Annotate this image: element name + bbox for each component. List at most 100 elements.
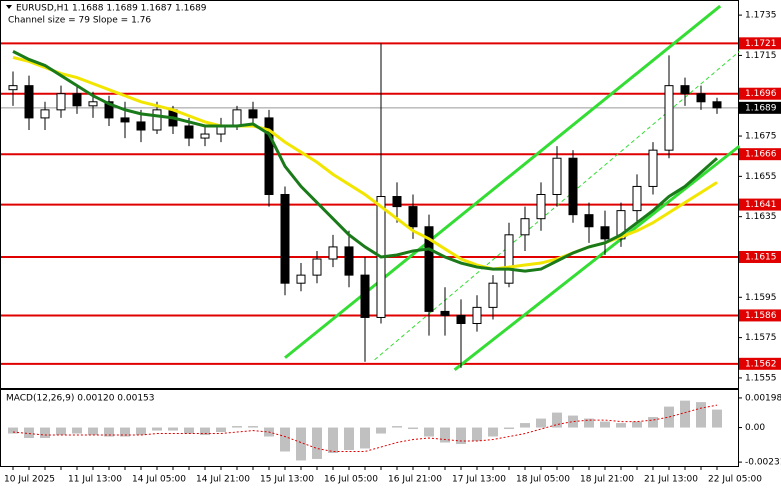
candle-body — [488, 282, 498, 308]
macd-bar — [616, 423, 626, 428]
chart-title: EURUSD,H1 1.1688 1.1689 1.1687 1.1689 — [16, 4, 207, 14]
level-label: 1.1696 — [745, 89, 777, 99]
candle-body — [264, 117, 274, 195]
macd-bar — [168, 427, 178, 431]
menu-arrow[interactable] — [6, 5, 12, 9]
candle-body — [104, 101, 114, 119]
macd-bar — [8, 427, 18, 434]
x-tick-label: 14 Jul 05:00 — [132, 475, 186, 485]
candle-body — [408, 206, 418, 228]
level-label-box — [739, 148, 781, 161]
candle-body — [424, 226, 434, 312]
macd-bar — [488, 427, 498, 437]
y-tick-label: 1.1575 — [745, 333, 777, 343]
candle-body — [328, 246, 338, 260]
candle-body — [232, 109, 242, 127]
macd-bar — [328, 427, 338, 453]
x-tick-label: 22 Jul 05:00 — [708, 475, 762, 485]
candle-body — [648, 149, 658, 187]
macd-bar — [552, 412, 562, 428]
y-tick-label: 1.1735 — [745, 11, 777, 21]
candle-body — [56, 93, 66, 111]
y-tick-label: 0.00198 — [745, 393, 781, 403]
x-tick-label: 14 Jul 21:00 — [196, 475, 250, 485]
candle-body — [200, 133, 210, 139]
y-tick-label: 1.1675 — [745, 132, 777, 142]
signal-line — [12, 404, 718, 452]
candle-body — [72, 93, 82, 107]
macd-bar — [72, 427, 82, 434]
candle-body — [296, 274, 306, 284]
macd-bar — [504, 427, 514, 430]
y-tick-label: 1.1715 — [745, 51, 777, 61]
candle-body — [344, 246, 354, 276]
macd-bar — [200, 427, 210, 436]
macd-bar — [456, 427, 466, 445]
x-tick-label: 18 Jul 21:00 — [580, 475, 634, 485]
candle-body — [600, 226, 610, 240]
candle-body — [8, 85, 18, 91]
level-label-box — [739, 250, 781, 263]
macd-bar — [520, 423, 530, 428]
macd-bar — [184, 427, 194, 434]
x-tick-label: 15 Jul 13:00 — [260, 475, 314, 485]
macd-bar — [360, 427, 370, 449]
macd-bar — [472, 427, 482, 442]
y-tick-label: 0.00 — [745, 423, 765, 433]
level-label: 1.1721 — [745, 39, 777, 49]
macd-bar — [424, 427, 434, 437]
candle-body — [456, 314, 466, 324]
macd-bar — [600, 421, 610, 428]
y-tick-label: 1.1635 — [745, 212, 777, 222]
level-label: 1.1641 — [745, 200, 777, 210]
candle-body — [680, 85, 690, 95]
x-tick-label: 16 Jul 05:00 — [324, 475, 378, 485]
candle-body — [312, 258, 322, 276]
level-label-box — [739, 357, 781, 370]
x-tick-label: 18 Jul 05:00 — [516, 475, 570, 485]
candle-body — [392, 196, 402, 208]
level-label: 1.1562 — [745, 359, 777, 369]
macd-bar — [536, 418, 546, 428]
candle-body — [696, 93, 706, 103]
candle-body — [504, 234, 514, 284]
candle-body — [360, 274, 370, 318]
macd-bar — [88, 427, 98, 436]
candle-body — [552, 157, 562, 195]
last-price-label: 1.1689 — [745, 103, 777, 113]
candle-body — [24, 85, 34, 119]
macd-bar — [56, 427, 66, 436]
candle-body — [536, 194, 546, 220]
channel-line — [284, 4, 722, 359]
candle-body — [280, 194, 290, 284]
y-tick-label: -0.00231 — [745, 458, 781, 468]
macd-bar — [680, 400, 690, 428]
level-label-box — [739, 87, 781, 100]
candle-body — [440, 310, 450, 316]
candle-body — [136, 121, 146, 131]
macd-bar — [392, 426, 402, 428]
macd-bar — [104, 427, 114, 437]
macd-bar — [568, 415, 578, 428]
candle-body — [248, 109, 258, 119]
candle-body — [584, 214, 594, 228]
macd-bar — [648, 417, 658, 428]
macd-bar — [376, 427, 386, 434]
macd-bar — [632, 421, 642, 428]
x-tick-label: 16 Jul 21:00 — [388, 475, 442, 485]
macd-bar — [40, 427, 50, 439]
macd-bar — [24, 427, 34, 439]
candle-body — [40, 109, 50, 119]
x-tick-label: 21 Jul 13:00 — [644, 475, 698, 485]
macd-bar — [216, 427, 226, 433]
candle-body — [568, 157, 578, 216]
candle-body — [120, 117, 130, 123]
macd-bar — [232, 426, 242, 428]
x-tick-label: 17 Jul 13:00 — [452, 475, 506, 485]
macd-title: MACD(12,26,9) 0.00120 0.00153 — [6, 394, 155, 404]
y-tick-label: 1.1555 — [745, 373, 777, 383]
candle-body — [88, 101, 98, 107]
candle-body — [712, 101, 722, 109]
candle-body — [184, 125, 194, 139]
